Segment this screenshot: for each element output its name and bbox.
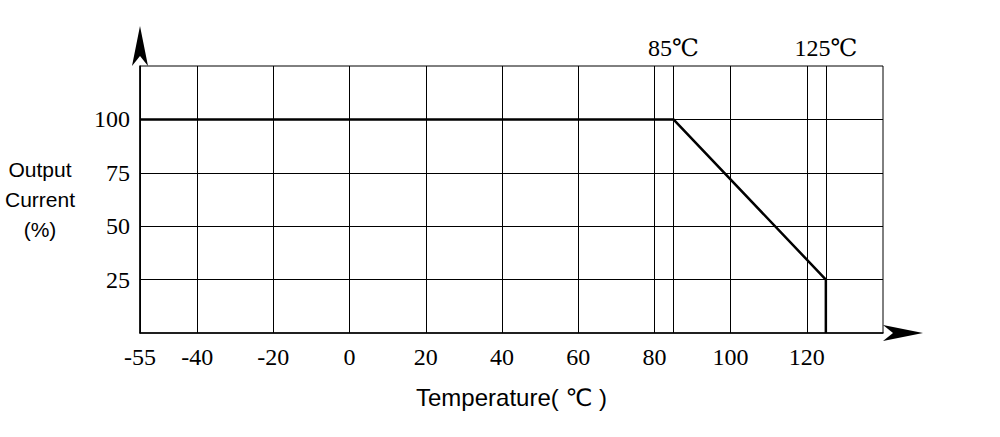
svg-text:80: 80 (642, 344, 666, 370)
svg-text:125℃: 125℃ (794, 35, 857, 61)
svg-text:60: 60 (566, 344, 590, 370)
svg-text:0: 0 (344, 344, 356, 370)
svg-text:100: 100 (713, 344, 749, 370)
svg-text:20: 20 (414, 344, 438, 370)
svg-text:75: 75 (106, 160, 130, 186)
svg-text:Temperature( ℃ ): Temperature( ℃ ) (416, 384, 607, 411)
svg-text:40: 40 (490, 344, 514, 370)
svg-text:(%): (%) (24, 218, 57, 241)
svg-text:120: 120 (789, 344, 825, 370)
svg-text:Current: Current (5, 188, 75, 211)
svg-text:-55: -55 (124, 344, 156, 370)
svg-text:85℃: 85℃ (648, 35, 699, 61)
svg-text:50: 50 (106, 213, 130, 239)
svg-text:25: 25 (106, 267, 130, 293)
svg-text:-20: -20 (257, 344, 289, 370)
svg-text:Output: Output (8, 158, 71, 181)
svg-text:100: 100 (94, 106, 130, 132)
svg-text:-40: -40 (181, 344, 213, 370)
